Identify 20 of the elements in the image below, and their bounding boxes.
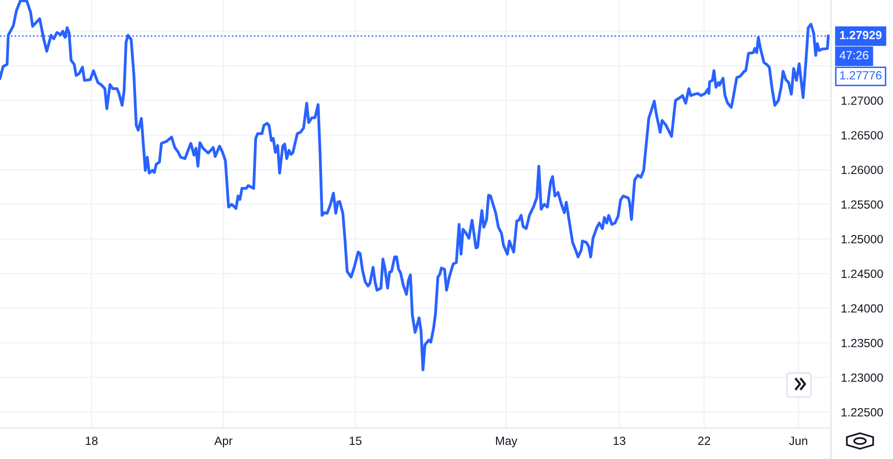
y-tick-label: 1.25500 [842, 200, 883, 209]
x-tick-label: 15 [350, 436, 362, 446]
y-tick-label: 1.25000 [842, 234, 883, 244]
text: 47:26 [840, 51, 868, 60]
y-tick-label: 1.24000 [842, 304, 883, 313]
text: 1.27929 [840, 30, 882, 40]
y-tick-label: 1.26500 [842, 131, 883, 140]
text: 1.27776 [840, 71, 882, 80]
x-tick-label: 22 [698, 436, 710, 445]
x-tick-label: May [496, 436, 518, 448]
x-tick-label: 18 [86, 436, 98, 446]
y-tick-label: 1.23000 [842, 373, 883, 382]
y-tick-label: 1.27000 [842, 96, 883, 105]
x-tick-label: 13 [614, 436, 626, 446]
y-tick-label: 1.26000 [842, 166, 883, 174]
y-tick-label: 1.24500 [842, 270, 883, 278]
y-tick-label: 1.22500 [842, 408, 883, 416]
x-tick-label: Apr [214, 436, 232, 448]
y-tick-label: 1.23500 [842, 338, 883, 348]
x-tick-label: Jun [789, 436, 808, 446]
